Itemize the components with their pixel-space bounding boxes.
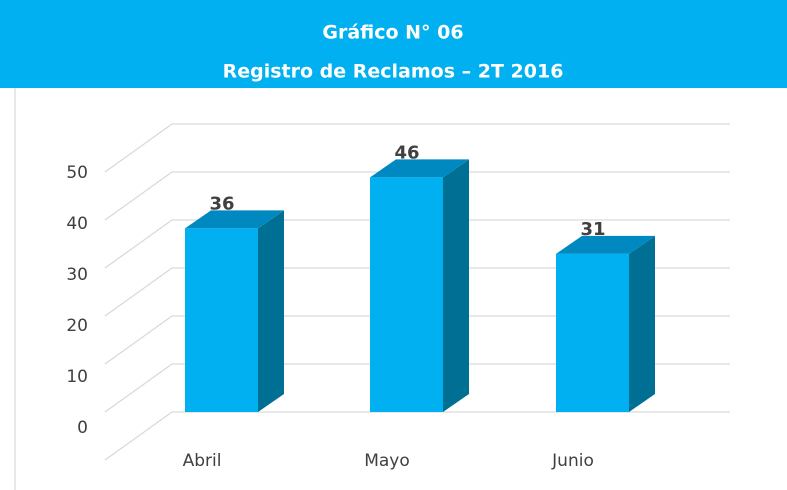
y-tick-label: 40 xyxy=(66,214,88,234)
y-tick-label: 20 xyxy=(66,316,88,336)
chart-title: Gráfico N° 06 xyxy=(322,22,463,44)
y-tick-label: 0 xyxy=(77,418,88,438)
grid-line xyxy=(104,411,730,461)
bar-front xyxy=(370,177,443,412)
grid-line xyxy=(104,363,730,413)
title-banner xyxy=(0,0,787,88)
x-tick-label: Abril xyxy=(183,451,222,471)
value-label: 31 xyxy=(580,219,605,240)
y-tick-label: 10 xyxy=(66,367,88,387)
value-label: 36 xyxy=(209,193,234,214)
grid-line xyxy=(104,123,730,173)
bar-side xyxy=(258,210,284,412)
bar xyxy=(185,210,284,412)
grid-line xyxy=(104,267,730,317)
bar-side xyxy=(443,159,469,412)
bar-front xyxy=(556,253,629,412)
grid-line xyxy=(104,219,730,269)
x-tick-label: Junio xyxy=(551,451,594,471)
bar xyxy=(556,235,655,412)
grid-line xyxy=(104,171,730,221)
y-tick-label: 50 xyxy=(66,163,88,183)
bar-front xyxy=(185,228,258,412)
y-tick-label: 30 xyxy=(66,265,88,285)
bar xyxy=(370,159,469,412)
bar-top xyxy=(185,210,284,229)
bar-top xyxy=(556,235,655,254)
bar-top xyxy=(370,159,469,178)
bar-side xyxy=(629,235,655,412)
x-tick-label: Mayo xyxy=(364,451,410,471)
value-label: 46 xyxy=(394,142,419,163)
grid-line xyxy=(104,315,730,365)
chart-subtitle: Registro de Reclamos – 2T 2016 xyxy=(223,61,564,83)
